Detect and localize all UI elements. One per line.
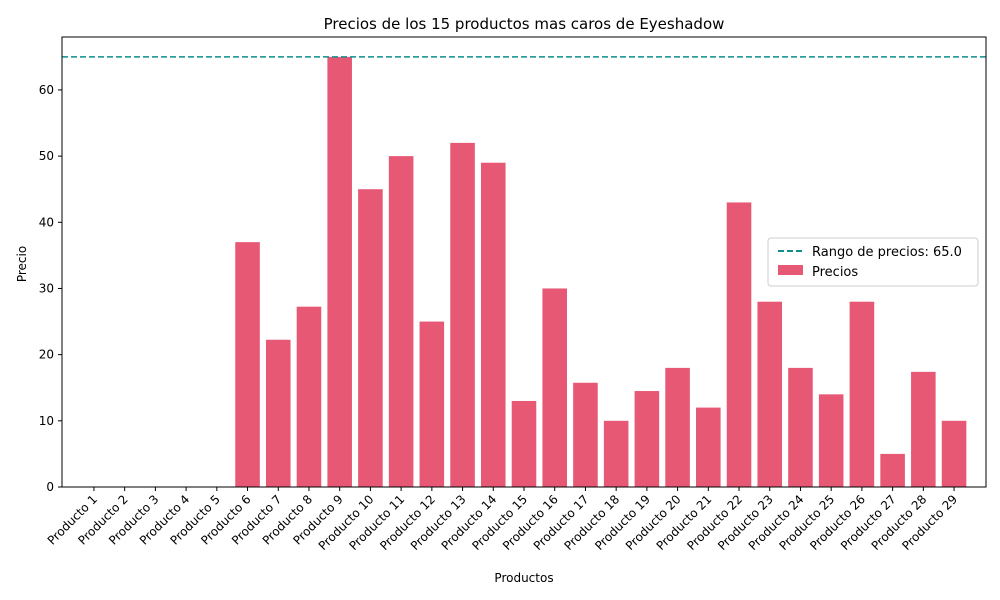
y-tick-label: 0 [46,480,54,494]
legend-box [767,237,979,287]
y-axis-title: Precio [15,246,29,282]
bar-23 [757,301,783,487]
bar-21 [696,407,721,487]
bar-27 [880,453,905,487]
chart-title: Precios de los 15 productos mas caros de… [324,15,725,33]
y-tick-label: 50 [39,149,54,163]
x-axis-title: Productos [494,571,553,585]
legend-reference-line-label: Rango de precios: 65.0 [812,245,962,260]
bar-29 [941,420,967,487]
bar-6 [235,242,260,487]
bar-10 [358,189,383,487]
bar-24 [788,367,813,487]
y-tick-label: 30 [39,281,54,295]
y-tick-label: 10 [39,414,54,428]
legend-bar-swatch [778,265,803,275]
bar-13 [450,142,475,487]
bar-15 [511,400,537,487]
legend-bar-label: Precios [812,265,858,280]
bar-16 [542,288,567,487]
bar-19 [634,391,660,487]
bar-12 [419,321,445,487]
bar-20 [665,367,690,487]
bar-7 [265,339,291,487]
bar-17 [573,382,598,487]
legend: Rango de precios: 65.0 Precios [767,237,979,287]
y-tick-label: 20 [39,348,54,362]
bar-18 [603,420,629,487]
bar-22 [726,202,752,487]
y-tick-label: 60 [39,83,54,97]
bar-28 [911,371,936,487]
y-tick-label: 40 [39,215,54,229]
bar-8 [296,306,322,487]
bar-25 [818,394,844,487]
bar-26 [849,301,875,487]
bar-14 [480,162,506,488]
bar-11 [388,156,414,487]
bar-9 [327,56,352,487]
